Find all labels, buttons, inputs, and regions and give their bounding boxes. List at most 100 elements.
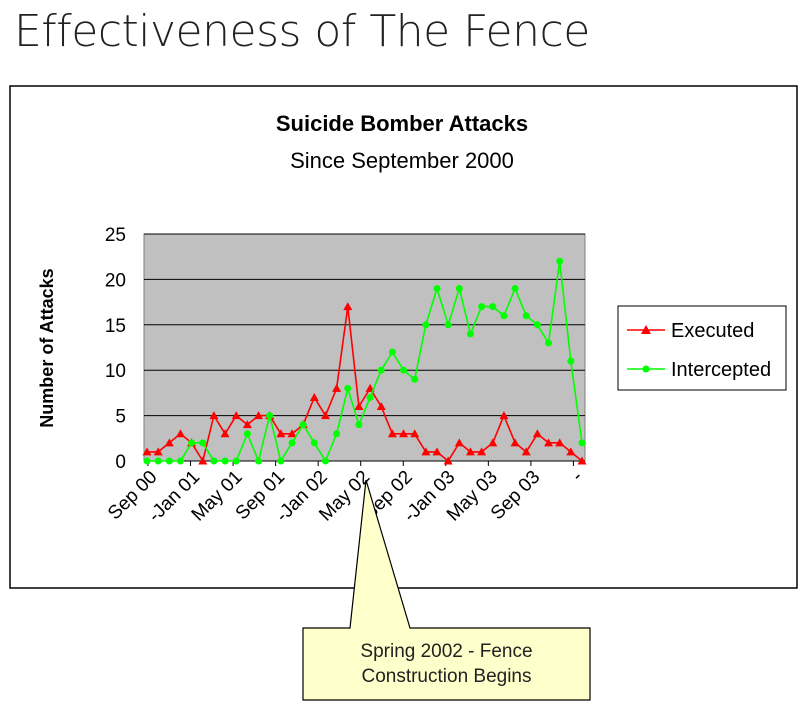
data-point-executed bbox=[521, 447, 531, 456]
data-point-executed bbox=[320, 411, 330, 420]
data-point-executed bbox=[577, 456, 587, 465]
data-point-executed bbox=[175, 429, 185, 438]
data-point-intercepted bbox=[533, 321, 541, 329]
data-point-intercepted bbox=[255, 457, 263, 465]
data-point-intercepted bbox=[444, 321, 452, 329]
callout-box bbox=[302, 479, 591, 701]
data-point-executed bbox=[209, 411, 219, 420]
data-point-executed bbox=[432, 447, 442, 456]
data-point-intercepted bbox=[310, 439, 318, 447]
data-point-intercepted bbox=[489, 303, 497, 311]
data-point-intercepted bbox=[143, 457, 151, 465]
data-point-executed bbox=[354, 402, 364, 411]
data-point-intercepted bbox=[433, 284, 441, 292]
data-point-executed bbox=[276, 429, 286, 438]
data-point-executed bbox=[399, 429, 409, 438]
data-point-intercepted bbox=[321, 457, 329, 465]
data-point-intercepted bbox=[243, 430, 251, 438]
data-point-intercepted bbox=[221, 457, 229, 465]
data-point-intercepted bbox=[466, 330, 474, 338]
data-point-executed bbox=[544, 438, 554, 447]
data-point-intercepted bbox=[522, 312, 530, 320]
legend-label: Intercepted bbox=[671, 359, 771, 381]
data-point-intercepted bbox=[355, 421, 363, 429]
legend-marker-triangle bbox=[641, 325, 651, 334]
data-point-intercepted bbox=[500, 312, 508, 320]
data-point-intercepted bbox=[556, 257, 564, 265]
y-tick-label: 25 bbox=[105, 225, 126, 246]
legend-marker-circle bbox=[642, 365, 650, 373]
y-axis-label: Number of Attacks bbox=[37, 268, 57, 427]
data-point-executed bbox=[454, 438, 464, 447]
data-point-executed bbox=[142, 447, 152, 456]
data-point-intercepted bbox=[176, 457, 184, 465]
y-tick-label: 10 bbox=[105, 361, 126, 382]
data-point-intercepted bbox=[333, 430, 341, 438]
data-point-executed bbox=[254, 411, 264, 420]
data-point-executed bbox=[242, 420, 252, 429]
data-point-intercepted bbox=[154, 457, 162, 465]
data-point-executed bbox=[465, 447, 475, 456]
data-point-executed bbox=[343, 302, 353, 311]
slide-title: Effectiveness of The Fence bbox=[14, 6, 590, 57]
data-point-intercepted bbox=[188, 439, 196, 447]
data-point-executed bbox=[376, 402, 386, 411]
chart-subtitle: Since September 2000 bbox=[290, 148, 514, 173]
data-point-executed bbox=[532, 429, 542, 438]
data-point-intercepted bbox=[288, 439, 296, 447]
legend-label: Executed bbox=[671, 320, 754, 342]
data-point-executed bbox=[555, 438, 565, 447]
y-tick-label: 20 bbox=[105, 270, 126, 291]
y-tick-label: 0 bbox=[115, 452, 126, 473]
data-point-intercepted bbox=[266, 412, 274, 420]
data-point-intercepted bbox=[478, 303, 486, 311]
data-point-executed bbox=[198, 456, 208, 465]
data-point-intercepted bbox=[210, 457, 218, 465]
callout: Spring 2002 - Fence Construction Begins bbox=[303, 628, 590, 700]
data-point-executed bbox=[309, 392, 319, 401]
y-axis-ticks: 0 5 10 15 20 25 bbox=[105, 225, 126, 473]
data-point-intercepted bbox=[388, 348, 396, 356]
data-point-intercepted bbox=[344, 384, 352, 392]
data-point-executed bbox=[510, 438, 520, 447]
data-point-intercepted bbox=[366, 393, 374, 401]
data-point-executed bbox=[421, 447, 431, 456]
callout-line-2: Construction Begins bbox=[361, 666, 532, 687]
data-point-intercepted bbox=[277, 457, 285, 465]
data-point-intercepted bbox=[400, 366, 408, 374]
data-point-intercepted bbox=[578, 439, 586, 447]
data-point-intercepted bbox=[377, 366, 385, 374]
gridlines bbox=[144, 233, 585, 417]
callout-line-1: Spring 2002 - Fence bbox=[360, 641, 533, 662]
data-point-executed bbox=[477, 447, 487, 456]
data-point-intercepted bbox=[511, 284, 519, 292]
data-point-executed bbox=[387, 429, 397, 438]
y-tick-label: 5 bbox=[115, 407, 126, 428]
series-line-executed bbox=[147, 306, 583, 464]
data-point-executed bbox=[443, 456, 453, 465]
data-point-executed bbox=[153, 447, 163, 456]
data-point-executed bbox=[499, 411, 509, 420]
y-tick-label: 15 bbox=[105, 316, 126, 337]
legend: Executed Intercepted bbox=[627, 320, 771, 381]
data-point-intercepted bbox=[411, 375, 419, 383]
data-point-executed bbox=[164, 438, 174, 447]
data-point-intercepted bbox=[422, 321, 430, 329]
data-point-intercepted bbox=[455, 284, 463, 292]
data-point-executed bbox=[488, 438, 498, 447]
data-point-executed bbox=[566, 447, 576, 456]
series-line-intercepted bbox=[147, 261, 583, 464]
data-point-intercepted bbox=[199, 439, 207, 447]
data-point-intercepted bbox=[165, 457, 173, 465]
data-point-executed bbox=[287, 429, 297, 438]
chart-title: Suicide Bomber Attacks bbox=[276, 111, 528, 136]
series-group bbox=[142, 257, 587, 465]
data-point-executed bbox=[231, 411, 241, 420]
data-point-executed bbox=[220, 429, 230, 438]
legend-box bbox=[617, 305, 787, 391]
data-point-intercepted bbox=[232, 457, 240, 465]
data-point-executed bbox=[410, 429, 420, 438]
data-point-executed bbox=[332, 383, 342, 392]
data-point-intercepted bbox=[567, 357, 575, 365]
